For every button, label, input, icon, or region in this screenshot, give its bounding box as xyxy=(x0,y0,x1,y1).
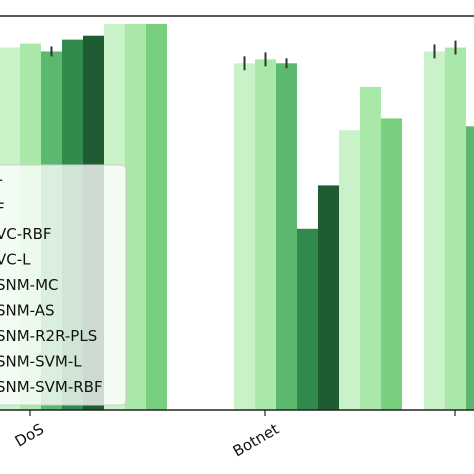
legend-entry: SNM-AS xyxy=(0,302,55,320)
bar-Botnet-6 xyxy=(360,86,381,411)
bar-Botnet-5 xyxy=(339,130,360,410)
bar-group2-0 xyxy=(424,51,445,411)
legend-entry: SNM-R2R-PLS xyxy=(0,327,97,345)
legend-entry: SNM-MC xyxy=(0,276,59,294)
bar-group2-1 xyxy=(445,47,466,411)
bar-Botnet-0 xyxy=(234,63,255,410)
legend-entry: SNM-SVM-L xyxy=(0,353,82,371)
error-bars-group xyxy=(50,40,457,71)
x-tick-label: DoS xyxy=(12,420,47,451)
bar-Botnet-7 xyxy=(381,118,402,410)
bar-DoS-7 xyxy=(146,23,167,410)
bar-Botnet-3 xyxy=(297,228,318,410)
legend-entry: VC-L xyxy=(0,251,31,269)
x-ticks: DoS Botnet xyxy=(12,410,456,461)
bar-group2-2 xyxy=(466,126,474,410)
legend-entry: F xyxy=(0,200,5,218)
legend-entry: VC-RBF xyxy=(0,225,52,243)
bar-Botnet-2 xyxy=(276,63,297,410)
legend: rF VC-RBF VC-L SNM-MC SNM-AS SNM-R2R-PLS SNM-S… xyxy=(0,174,103,396)
x-tick-label: Botnet xyxy=(230,420,282,461)
bar-Botnet-1 xyxy=(255,59,276,411)
legend-entry: SNM-SVM-RBF xyxy=(0,378,103,396)
bar-DoS-6 xyxy=(125,23,146,410)
legend-entry: r xyxy=(0,174,3,192)
bar-Botnet-4 xyxy=(318,185,339,410)
legend-box xyxy=(0,164,127,406)
